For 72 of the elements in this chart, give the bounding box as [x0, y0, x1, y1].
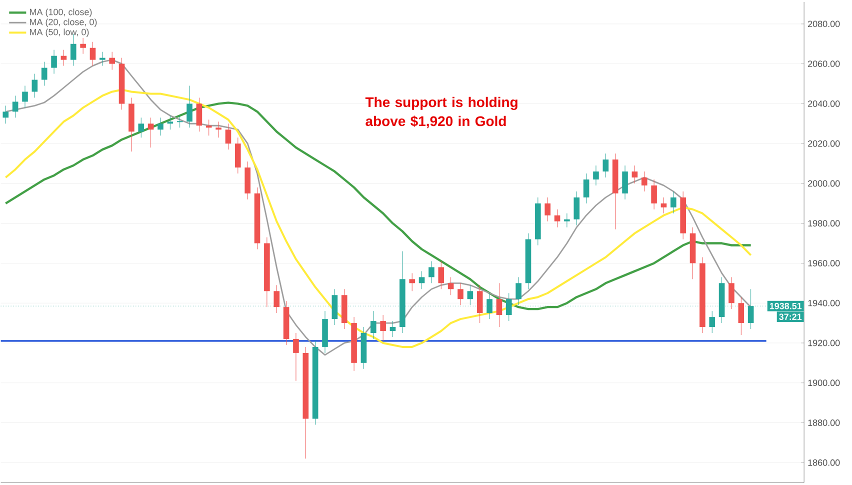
- candlestick: [167, 116, 174, 130]
- candlestick: [22, 86, 28, 108]
- candlestick: [32, 74, 38, 98]
- candlestick: [709, 311, 716, 334]
- annotation: The support is holding above $1,920 in Gold: [365, 97, 518, 128]
- candlestick: [80, 38, 86, 54]
- candlestick: [370, 311, 376, 340]
- candlestick: [186, 86, 192, 128]
- candlestick: [12, 96, 18, 118]
- candlestick: [554, 209, 560, 228]
- candlestick: [660, 197, 667, 214]
- y-tick-label: 1920.00: [808, 340, 840, 346]
- candlestick: [293, 332, 299, 382]
- candlestick: [516, 277, 522, 306]
- legend-label: MA (50, low, 0): [30, 28, 89, 38]
- candlestick: [235, 138, 241, 174]
- candlestick: [496, 283, 502, 328]
- candlestick: [467, 285, 474, 306]
- candlestick: [641, 171, 648, 192]
- y-tick-label: 1900.00: [808, 380, 840, 386]
- candlestick: [593, 165, 599, 186]
- y-tick-label: 1980.00: [808, 220, 840, 227]
- text: 37:21: [779, 314, 802, 320]
- candlestick: [544, 197, 550, 222]
- y-tick-label: 2080.00: [808, 20, 840, 28]
- candlestick: [458, 283, 464, 306]
- candlestick: [670, 191, 676, 214]
- candlestick: [738, 297, 744, 336]
- y-tick-label: 2040.00: [808, 100, 840, 108]
- candlestick: [564, 213, 570, 228]
- candlestick: [206, 120, 212, 136]
- candlestick: [390, 321, 396, 338]
- candlestick: [583, 173, 590, 204]
- ref-line-label: 1938.51: [770, 303, 802, 310]
- legend-label: MA (20, close, 0): [30, 18, 97, 28]
- candlestick: [225, 124, 232, 150]
- y-tick-label: 2020.00: [808, 140, 840, 147]
- y-tick-label: 1960.00: [808, 260, 840, 267]
- candlestick: [574, 191, 580, 226]
- y-tick-label: 1940.00: [808, 300, 840, 306]
- y-tick-label: 1860.00: [808, 460, 840, 466]
- candlestick: [728, 277, 734, 310]
- candlestick: [632, 165, 638, 184]
- y-tick-label: 1880.00: [808, 420, 840, 426]
- candlestick: [448, 277, 454, 296]
- candlestick: [409, 273, 416, 292]
- candlestick: [2, 106, 9, 124]
- candlestick: [418, 271, 425, 290]
- candlestick: [100, 52, 106, 66]
- candlestick: [476, 285, 483, 324]
- candlestick: [602, 154, 609, 178]
- y-tick-label: 2060.00: [808, 60, 840, 68]
- legend-label: MA (100, close): [30, 8, 92, 18]
- candlestick: [622, 165, 628, 200]
- candlestick: [41, 62, 48, 86]
- candlestick: [90, 42, 96, 66]
- candlestick: [216, 122, 222, 138]
- candlestick: [148, 118, 154, 148]
- candlestick: [332, 289, 338, 326]
- candlestick: [196, 98, 202, 132]
- candlestick: [438, 261, 444, 290]
- candlestick: [138, 118, 144, 138]
- candlestick: [60, 50, 67, 66]
- candlestick: [51, 50, 57, 74]
- candlestick: [274, 285, 280, 314]
- candlestick: [158, 118, 164, 136]
- y-tick-label: 2000.00: [808, 180, 840, 187]
- candlestick: [651, 179, 657, 210]
- candlestick: [428, 261, 434, 284]
- candlestick: [176, 116, 184, 128]
- candlestick: [380, 315, 386, 342]
- candlestick: [109, 52, 115, 70]
